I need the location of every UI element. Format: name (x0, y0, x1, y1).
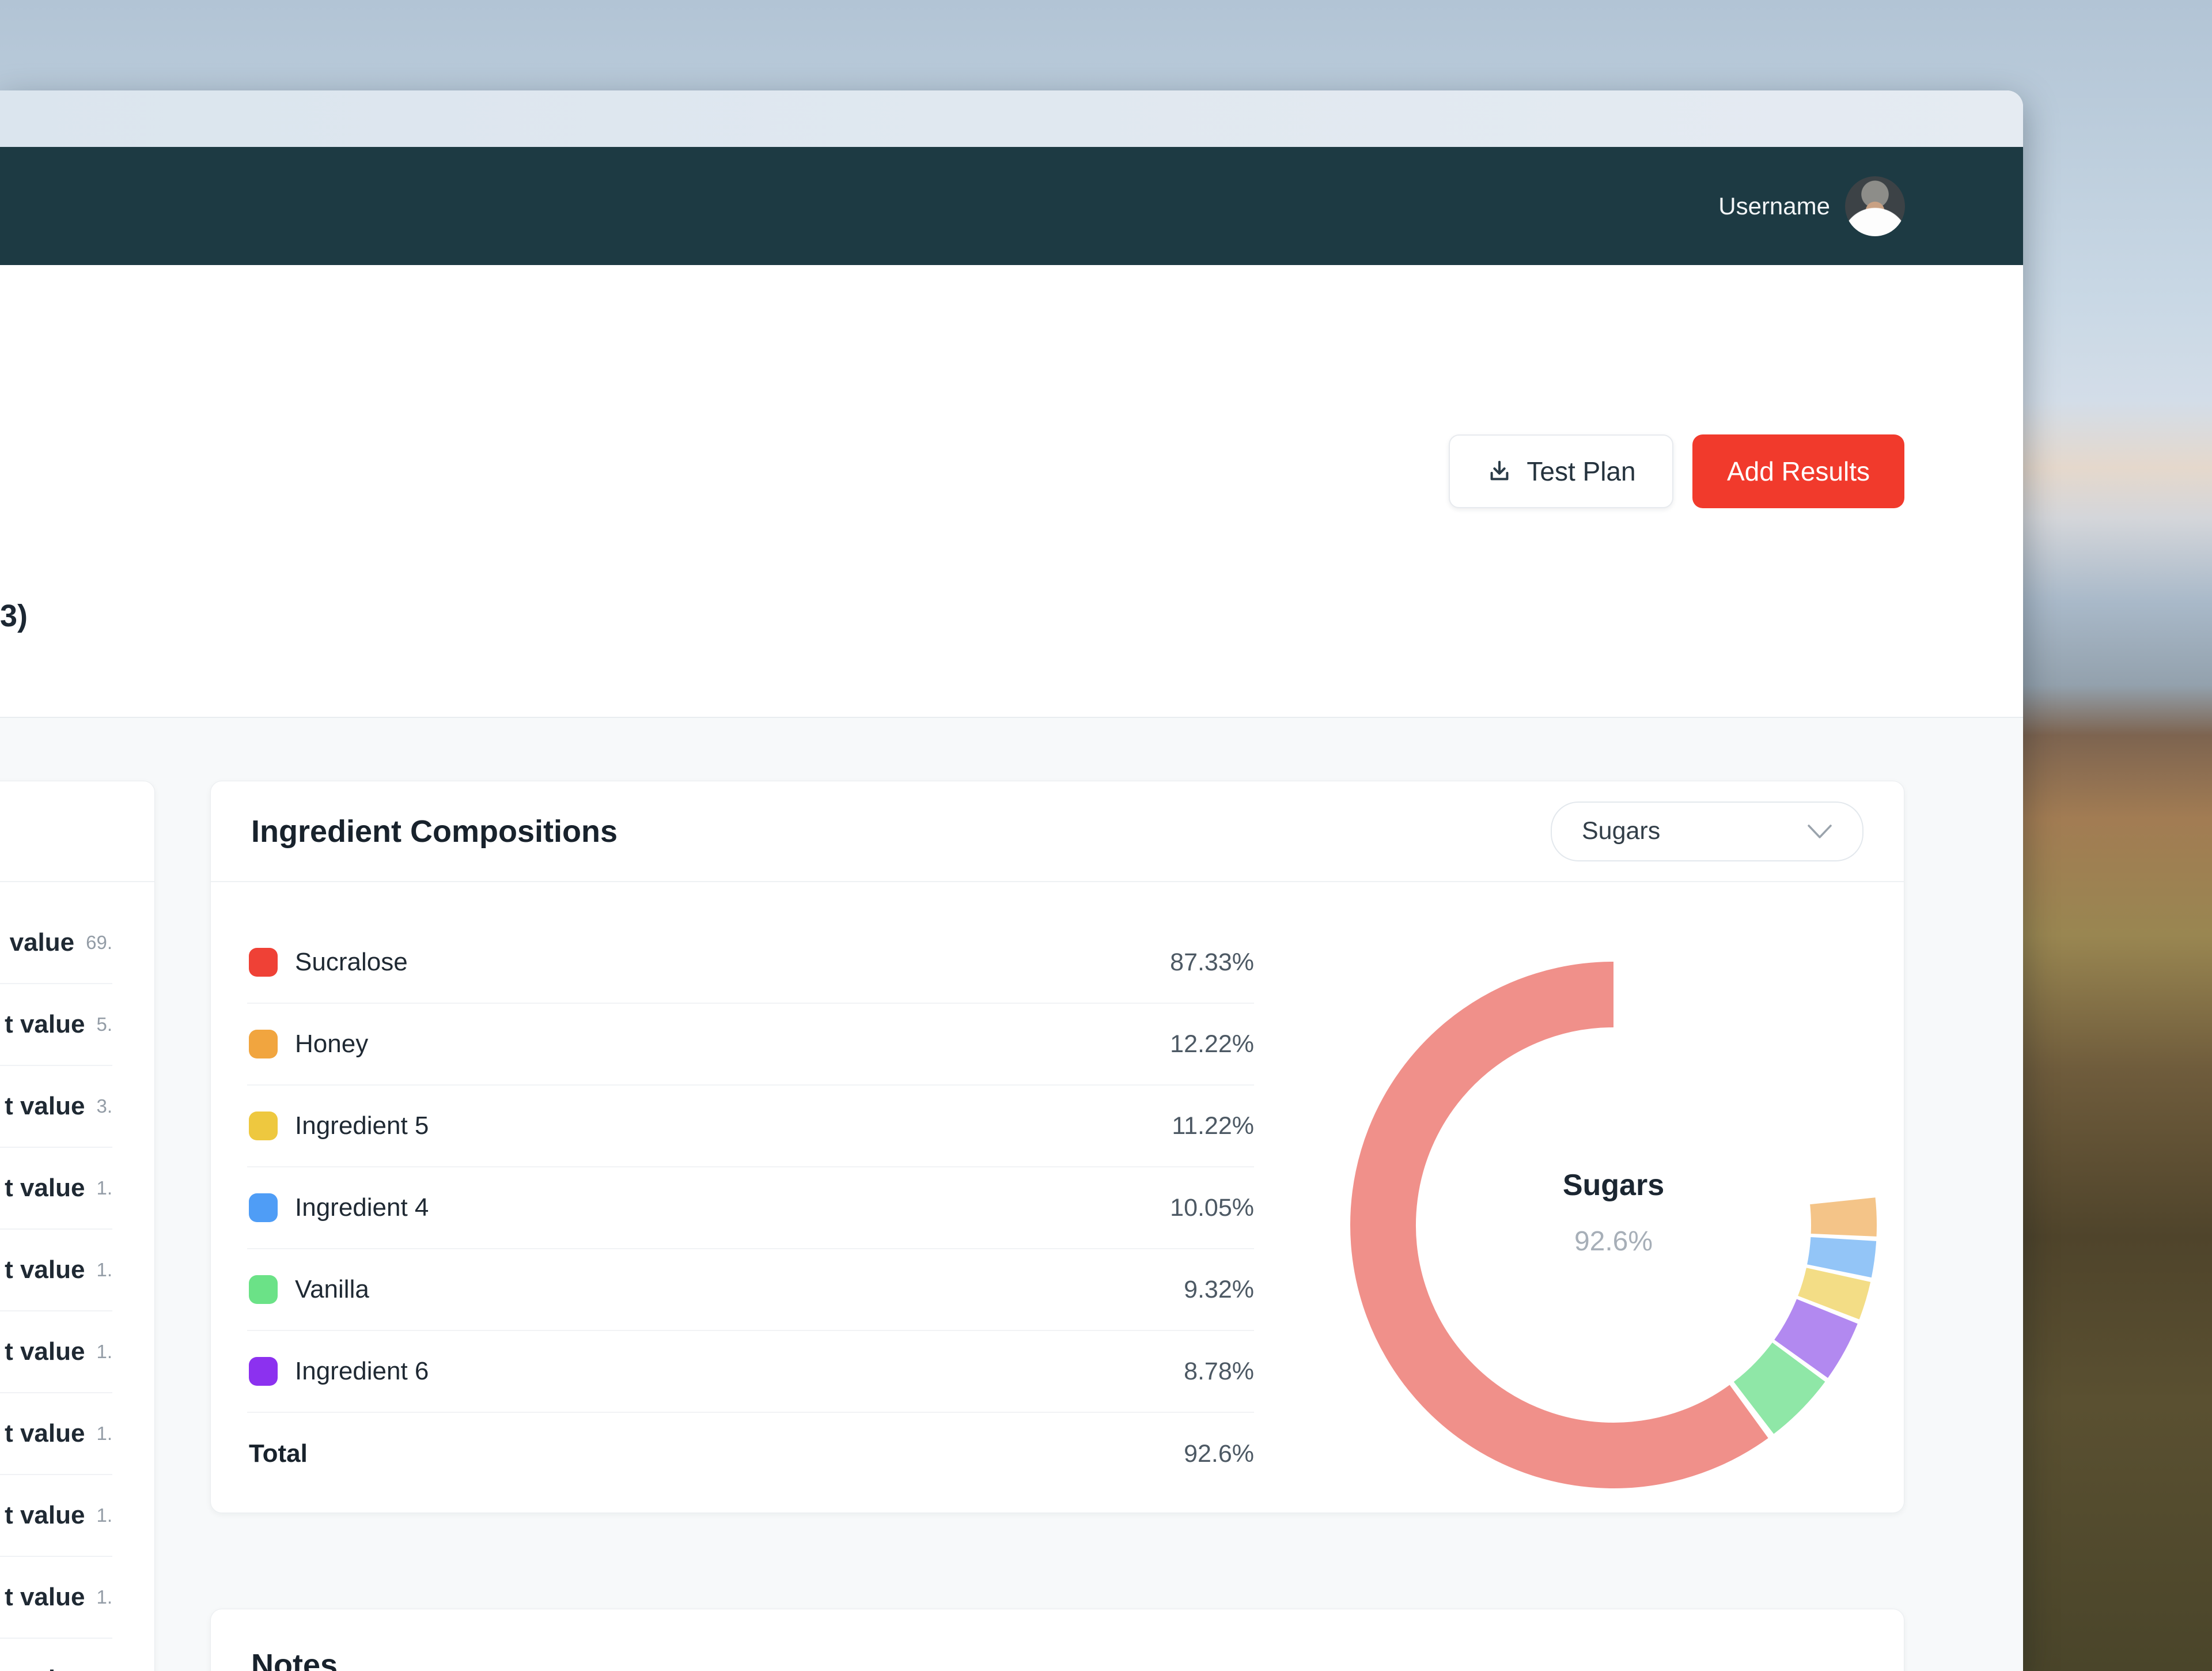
add-results-label: Add Results (1726, 456, 1870, 486)
legend-swatch (249, 1112, 278, 1140)
ingredient-name: Ingredient 5 (295, 1112, 429, 1140)
row-value: 3. (96, 1095, 112, 1117)
row-label: t value (5, 1337, 85, 1366)
left-card-header (0, 781, 154, 882)
donut-segment-ingredient-4 (1806, 1236, 1877, 1278)
ingredient-percent: 8.78% (1184, 1357, 1254, 1385)
chevron-down-icon (1807, 824, 1832, 839)
window-titlebar (0, 90, 2023, 147)
table-row: t value 1. (0, 1311, 112, 1393)
donut-segment-sucralose (1350, 962, 1768, 1488)
table-row: t value 1. (0, 1557, 112, 1639)
total-label: Total (249, 1439, 308, 1468)
legend-swatch (249, 948, 278, 977)
donut-svg (1350, 962, 1877, 1488)
row-label: t value (5, 1665, 85, 1671)
ingredient-percent: 10.05% (1170, 1193, 1254, 1222)
row-value: 1. (96, 1259, 112, 1280)
download-icon (1486, 458, 1513, 485)
row-value: 1. (96, 1669, 112, 1671)
row-value: 1. (96, 1423, 112, 1444)
row-label: t value (5, 1010, 85, 1038)
legend-total-row: Total 92.6% (247, 1413, 1254, 1495)
legend-swatch (249, 1030, 278, 1058)
legend-swatch (249, 1193, 278, 1222)
row-value: 69. (86, 932, 112, 953)
legend-row: Ingredient 4 10.05% (247, 1167, 1254, 1249)
notes-title: Notes (251, 1648, 338, 1671)
ingredient-legend: Sucralose 87.33% Honey 12.22% Ingredient… (247, 922, 1254, 1495)
ingredient-name: Ingredient 4 (295, 1193, 429, 1222)
add-results-button[interactable]: Add Results (1692, 434, 1904, 508)
dropdown-selected-value: Sugars (1582, 817, 1661, 845)
notes-card: Notes (210, 1609, 1904, 1671)
row-value: 1. (96, 1586, 112, 1608)
table-row: t value 1. (0, 1148, 112, 1230)
card-title: Ingredient Compositions (251, 814, 618, 849)
app-header: Username (0, 147, 2023, 265)
test-plan-label: Test Plan (1527, 456, 1636, 486)
page-content: Test Plan Add Results 3) value 69. t val… (0, 265, 2023, 1671)
legend-row: Ingredient 6 8.78% (247, 1331, 1254, 1413)
row-label: t value (5, 1092, 85, 1120)
row-label: t value (5, 1174, 85, 1202)
legend-swatch (249, 1357, 278, 1386)
category-dropdown[interactable]: Sugars (1551, 801, 1863, 861)
table-row: value 69. (0, 902, 112, 984)
ingredient-name: Vanilla (295, 1275, 369, 1303)
legend-swatch (249, 1275, 278, 1304)
row-label: t value (5, 1583, 85, 1611)
legend-row: Sucralose 87.33% (247, 922, 1254, 1004)
ingredient-percent: 9.32% (1184, 1275, 1254, 1303)
legend-row: Honey 12.22% (247, 1004, 1254, 1086)
app-window: Username Test Plan Add Results 3) (0, 90, 2023, 1671)
ingredient-name: Honey (295, 1030, 369, 1058)
row-label: value (9, 928, 75, 957)
left-card-rows: value 69. t value 5. t value 3. t value … (0, 902, 112, 1671)
legend-row: Ingredient 5 11.22% (247, 1086, 1254, 1167)
table-row: t value 1. (0, 1230, 112, 1311)
username-label[interactable]: Username (1718, 192, 1830, 220)
avatar[interactable] (1845, 176, 1905, 236)
toolbar: Test Plan Add Results (1449, 434, 1904, 508)
donut-segment-ingredient-5 (1797, 1267, 1871, 1320)
ingredient-percent: 11.22% (1172, 1112, 1254, 1140)
donut-segment-vanilla (1733, 1342, 1825, 1434)
page-heading-fragment: 3) (0, 599, 28, 633)
row-label: t value (5, 1501, 85, 1529)
row-value: 1. (96, 1504, 112, 1526)
table-row: t value 1. (0, 1393, 112, 1475)
ingredient-percent: 87.33% (1170, 948, 1254, 976)
left-results-card: value 69. t value 5. t value 3. t value … (0, 781, 155, 1671)
ingredient-name: Sucralose (295, 948, 408, 976)
row-label: t value (5, 1256, 85, 1284)
donut-segment-ingredient-6 (1774, 1298, 1858, 1378)
table-row: t value 1. (0, 1475, 112, 1557)
donut-segment-honey (1810, 1197, 1877, 1237)
row-value: 5. (96, 1014, 112, 1035)
ingredient-percent: 12.22% (1170, 1030, 1254, 1058)
row-value: 1. (96, 1177, 112, 1199)
ingredient-compositions-card: Ingredient Compositions Sugars Sucralose… (210, 781, 1904, 1513)
table-row: t value 5. (0, 984, 112, 1066)
row-label: t value (5, 1419, 85, 1447)
ingredient-name: Ingredient 6 (295, 1357, 429, 1385)
test-plan-button[interactable]: Test Plan (1449, 434, 1673, 508)
legend-row: Vanilla 9.32% (247, 1249, 1254, 1331)
table-row: t value 3. (0, 1066, 112, 1148)
table-row: t value 1. (0, 1639, 112, 1671)
total-value: 92.6% (1184, 1439, 1254, 1468)
card-header: Ingredient Compositions Sugars (211, 781, 1904, 882)
donut-chart: Sugars 92.6% (1317, 928, 1910, 1522)
row-value: 1. (96, 1341, 112, 1362)
